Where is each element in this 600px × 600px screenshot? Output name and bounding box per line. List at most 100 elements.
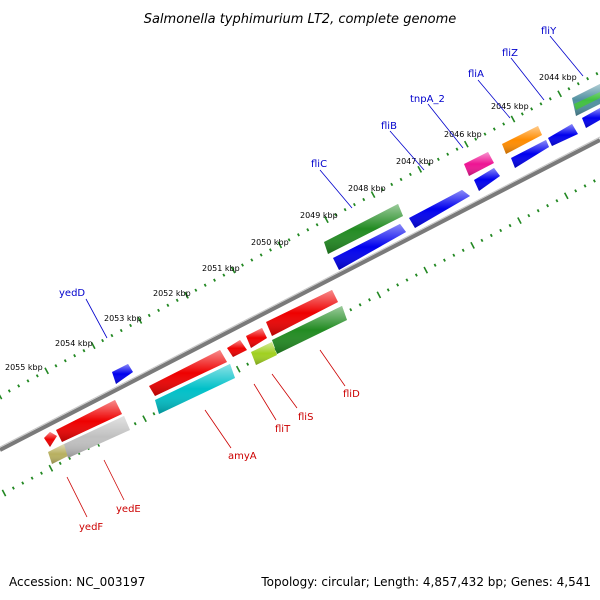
minor-tick [443,258,446,262]
tick-label: 2048 kbp [348,184,386,193]
minor-tick [358,303,362,307]
minor-tick [567,87,571,91]
major-tick [142,415,147,423]
major-tick [423,266,429,274]
minor-tick [574,189,578,193]
minor-tick [536,209,540,213]
minor-tick [147,313,151,318]
minor-tick [241,263,244,267]
tick-label: 2049 kbp [300,211,338,220]
minor-tick [539,102,543,106]
minor-tick [548,97,552,101]
minor-tick [527,213,531,218]
minor-tick [101,338,105,343]
minor-tick [480,238,484,243]
gene-yedE[interactable] [56,400,122,442]
minor-tick [530,107,534,111]
major-tick [510,115,516,123]
gene-label-tnpA_2[interactable]: tnpA_2 [410,94,445,105]
gene-label-fliS[interactable]: fliS [298,412,313,423]
tick-label: 2054 kbp [55,339,93,348]
minor-tick [349,308,353,312]
leader-yedD [85,298,108,339]
gene-label-yedD[interactable]: yedD [59,288,85,299]
minor-tick [73,354,77,358]
minor-tick [68,456,72,460]
label-leader-lines [66,35,584,518]
minor-tick [352,202,356,207]
major-tick [184,291,189,299]
minor-tick [489,233,493,238]
major-tick [230,266,236,274]
gene-label-fliA[interactable]: fliA [468,69,484,80]
leader-fliS [271,373,298,409]
major-tick [0,394,3,400]
gene-label-fliZ[interactable]: fliZ [502,48,518,59]
major-tick [417,165,423,173]
minor-tick [21,481,25,485]
minor-tick [414,273,418,277]
gene-label-fliT[interactable]: fliT [275,424,291,435]
minor-tick [483,132,487,136]
tick-label: 2053 kbp [104,314,142,323]
gene-label-yedE[interactable]: yedE [116,504,141,515]
tick-labels: 2044 kbp 2045 kbp 2046 kbp 2047 kbp 2048… [5,73,577,372]
leader-fliD [319,349,346,387]
tick-label: 2046 kbp [444,130,482,139]
minor-tick [269,248,272,252]
major-tick [324,216,329,224]
tick-label: 2045 kbp [491,102,529,111]
cog-bar-amyA [155,364,235,414]
gene-label-fliB[interactable]: fliB [381,121,397,132]
gene-yedD[interactable] [112,364,133,384]
cog-bar-yedE [64,416,130,458]
gene-fliT[interactable] [227,340,247,357]
gene-fliS[interactable] [246,328,267,348]
gene-label-fliD[interactable]: fliD [343,389,360,400]
minor-tick [546,204,550,208]
minor-tick [405,278,409,282]
major-tick [557,90,562,98]
minor-tick [259,253,263,257]
minor-tick [26,379,30,383]
minor-tick [58,461,62,465]
leader-amyA [204,409,232,449]
minor-tick [508,223,512,228]
gene-fliY[interactable] [582,108,600,128]
gene-fliC[interactable] [333,224,406,270]
gene-fliD[interactable] [266,290,338,336]
leader-fliY [549,35,584,77]
cog-bar-fliS [251,342,277,365]
minor-tick [7,389,11,393]
tick-label: 2052 kbp [153,289,191,298]
gene-label-amyA[interactable]: amyA [228,451,257,462]
gene-yedF[interactable] [44,432,57,447]
gene-label-yedF[interactable]: yedF [79,522,103,533]
gene-tnpA_2[interactable] [474,168,500,191]
leader-yedE [103,459,125,501]
major-tick [470,241,475,249]
minor-tick [368,298,371,302]
minor-tick [40,471,43,475]
genome-backbone [0,138,600,452]
minor-tick [175,298,179,302]
gene-label-fliC[interactable]: fliC [311,159,327,170]
minor-tick [334,213,338,217]
major-tick [137,316,143,324]
gene-fliB[interactable] [409,190,470,228]
minor-tick [592,179,596,183]
minor-tick [250,258,254,262]
gene-fliZ[interactable] [548,124,578,146]
gene-label-fliY[interactable]: fliY [541,26,557,37]
gene-fliA[interactable] [511,140,549,168]
leader-tnpA_2 [427,103,464,149]
minor-tick [362,197,366,202]
cog-bar-fliD [272,306,347,354]
major-tick [463,140,469,148]
gene-amyA[interactable] [149,350,227,396]
major-tick [48,464,54,472]
map-title: Salmonella typhimurium LT2, complete gen… [144,12,457,27]
leader-fliT [253,383,277,421]
